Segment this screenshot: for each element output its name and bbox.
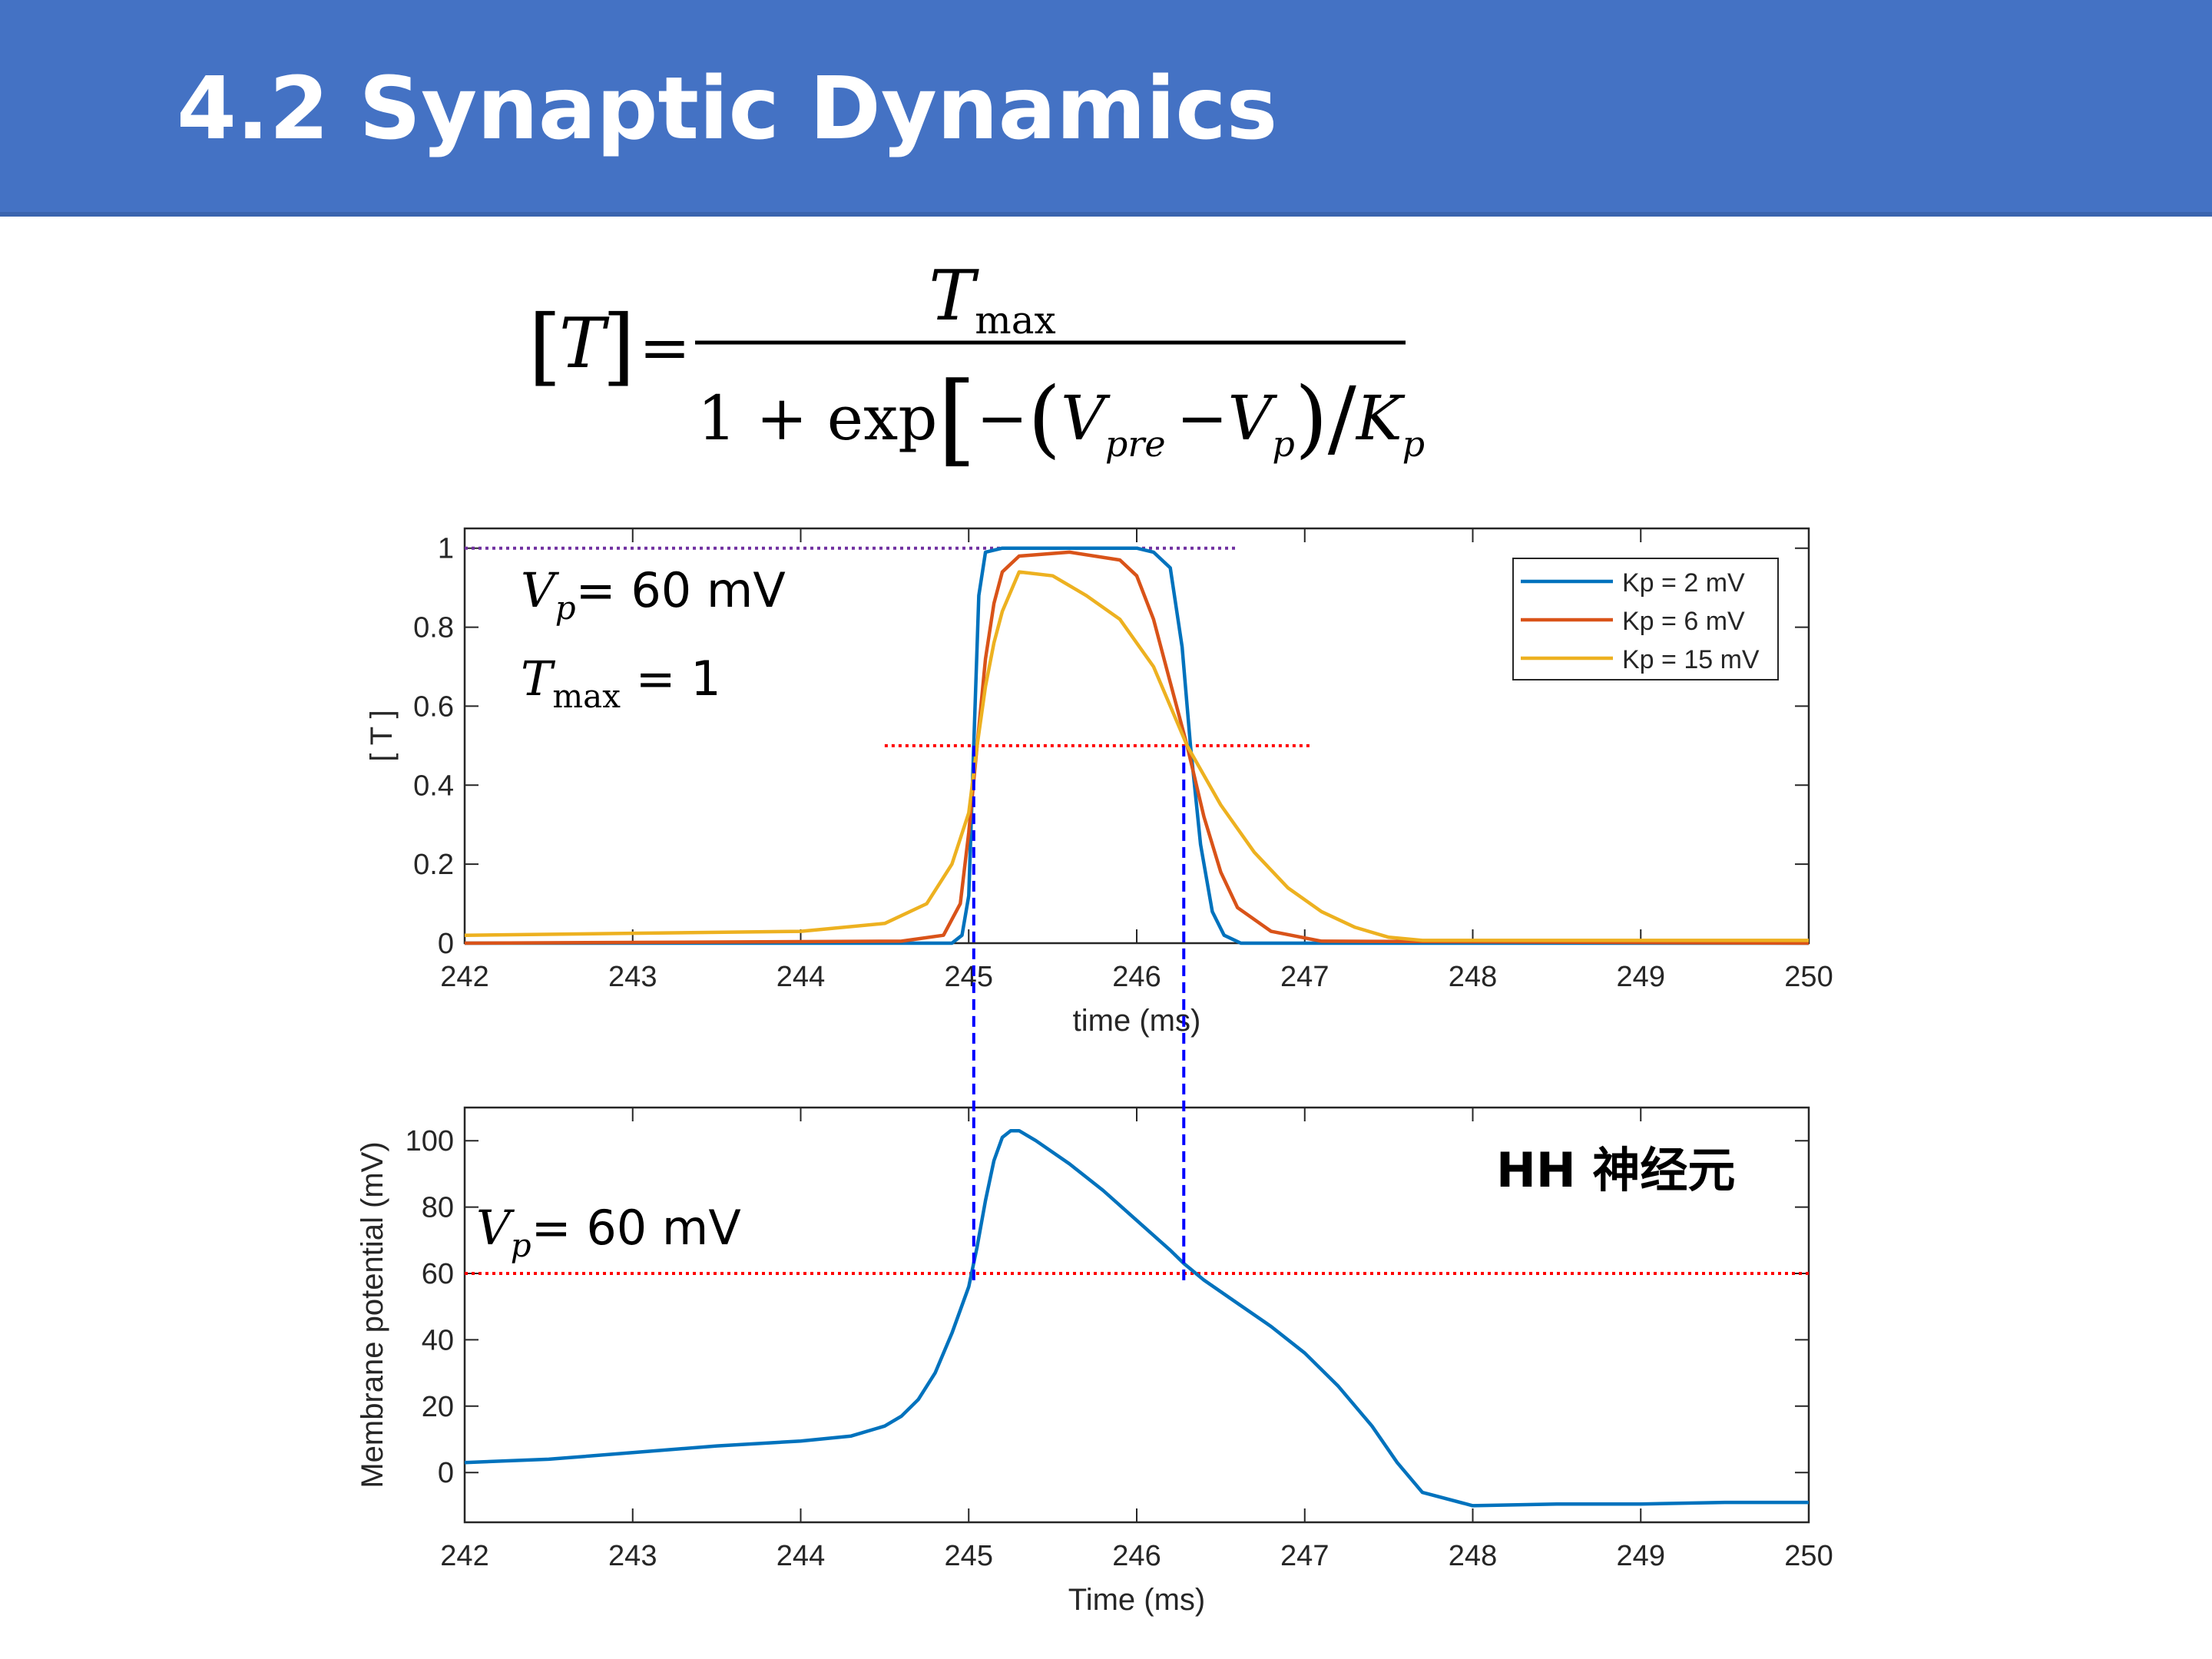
denominator-paren-close: ) <box>1295 369 1328 467</box>
chart1-annotation-vp: Vp= 60 mV <box>521 562 786 627</box>
formula-denominator: 1 + exp[−(Vpre−Vp)/Kp] <box>697 360 1429 476</box>
chart2-annotation-vp-text: = 60 mV <box>531 1200 741 1256</box>
chart2-plot-area <box>463 1106 1810 1524</box>
x-tick-label: 247 <box>1280 1540 1329 1572</box>
chart-transmitter-concentration: 242 243 244 245 246 247 248 249 250 0 0.2 0.4 0.6 0.… <box>365 527 1833 1038</box>
chart1-annotation-vp-text: = 60 mV <box>576 562 786 618</box>
y-tick-label: 80 <box>422 1192 454 1224</box>
formula-tmax-symbol: T <box>929 256 979 336</box>
chart1-annotation-tmax-sub: max <box>552 677 621 715</box>
y-tick-label: 40 <box>422 1324 454 1356</box>
x-tick-label: 246 <box>1112 961 1161 993</box>
denominator-bracket-open: [ <box>937 360 976 476</box>
x-tick-label: 247 <box>1280 961 1329 993</box>
formula-minus: − <box>976 382 1028 454</box>
chart1-xlabel: time (ms) <box>1073 1004 1201 1038</box>
x-tick-label: 245 <box>945 961 993 993</box>
y-tick-label: 20 <box>422 1391 454 1423</box>
chart2-annotation-vp: Vp= 60 mV <box>476 1200 741 1264</box>
x-tick-label: 249 <box>1617 1540 1665 1572</box>
formula: [ T ] = Tmax 1 + exp[−(Vpre−Vp)/Kp] <box>528 256 1429 476</box>
legend-entry: Kp = 15 mV <box>1622 645 1760 674</box>
x-tick-label: 244 <box>777 961 825 993</box>
y-tick-label: 100 <box>406 1125 454 1157</box>
x-tick-label: 250 <box>1784 961 1833 993</box>
formula-lhs-symbol: T <box>559 303 610 384</box>
y-tick-label: 0.4 <box>413 770 454 802</box>
formula-vp-symbol: V <box>1228 382 1278 454</box>
x-tick-label: 248 <box>1449 961 1497 993</box>
denominator-paren-open: ( <box>1028 369 1061 467</box>
chart1-legend: Kp = 2 mV Kp = 6 mV Kp = 15 mV <box>1512 558 1779 680</box>
chart2-annotation-vp-sub: p <box>511 1227 531 1264</box>
chart2-annotation-neuron: HH 神经元 <box>1496 1142 1735 1198</box>
y-tick-label: 0.2 <box>413 849 454 881</box>
chart1-annotation-tmax-symbol: T <box>521 651 556 707</box>
formula-vpre-symbol: V <box>1061 382 1111 454</box>
formula-equals: = <box>639 312 690 383</box>
y-tick-label: 1 <box>438 533 454 565</box>
formula-minus-2: − <box>1177 382 1228 454</box>
x-tick-label: 249 <box>1617 961 1665 993</box>
x-tick-label: 243 <box>608 961 657 993</box>
series-line <box>464 570 1809 942</box>
formula-vpre-sub: pre <box>1105 423 1166 465</box>
x-tick-label: 242 <box>440 1540 488 1572</box>
slide-title: 4.2 Synaptic Dynamics <box>177 59 1278 159</box>
formula-k-symbol: K <box>1355 382 1406 454</box>
chart-membrane-potential: 242 243 244 245 246 247 248 249 250 0 20 40 60 80 100… <box>356 1106 1833 1617</box>
formula-tmax-sub: max <box>975 298 1055 343</box>
y-tick-label: 0.8 <box>413 612 454 644</box>
chart1-annotation-tmax: Tmax = 1 <box>521 651 721 715</box>
series-line <box>464 1128 1809 1508</box>
x-tick-label: 245 <box>945 1540 993 1572</box>
chart1-ylabel: [ T ] <box>365 710 399 761</box>
x-tick-label: 248 <box>1449 1540 1497 1572</box>
legend-entry: Kp = 2 mV <box>1622 568 1745 598</box>
x-tick-label: 243 <box>608 1540 657 1572</box>
formula-numerator: Tmax <box>929 256 1055 343</box>
threshold-crossing-connectors <box>972 745 1186 1283</box>
legend-entry: Kp = 6 mV <box>1622 607 1745 636</box>
chart1-annotation-tmax-text: = 1 <box>621 651 721 707</box>
formula-lhs-bracket-open: [ <box>528 296 561 395</box>
y-tick-label: 0 <box>438 928 454 960</box>
chart1-annotation-vp-symbol: V <box>521 562 560 618</box>
y-tick-label: 0.6 <box>413 690 454 723</box>
y-tick-label: 0 <box>438 1457 454 1489</box>
chart2-annotation-vp-symbol: V <box>476 1200 515 1256</box>
x-tick-label: 242 <box>440 961 488 993</box>
series-line <box>464 550 1810 945</box>
series-line <box>465 546 1809 945</box>
formula-lhs-bracket-close: ] <box>602 296 635 395</box>
chart1-annotation-vp-sub: p <box>555 589 576 627</box>
title-banner: 4.2 Synaptic Dynamics <box>0 0 2212 217</box>
x-tick-label: 250 <box>1784 1540 1833 1572</box>
x-tick-label: 244 <box>777 1540 825 1572</box>
formula-denominator-lead: 1 + exp <box>697 382 937 454</box>
y-tick-label: 60 <box>422 1258 454 1290</box>
x-tick-label: 246 <box>1112 1540 1161 1572</box>
formula-vp-sub: p <box>1272 423 1294 465</box>
formula-slash: / <box>1328 369 1357 467</box>
chart2-ylabel: Membrane potential (mV) <box>356 1141 389 1488</box>
formula-k-sub: p <box>1402 423 1425 465</box>
chart2-xlabel: Time (ms) <box>1068 1583 1205 1617</box>
